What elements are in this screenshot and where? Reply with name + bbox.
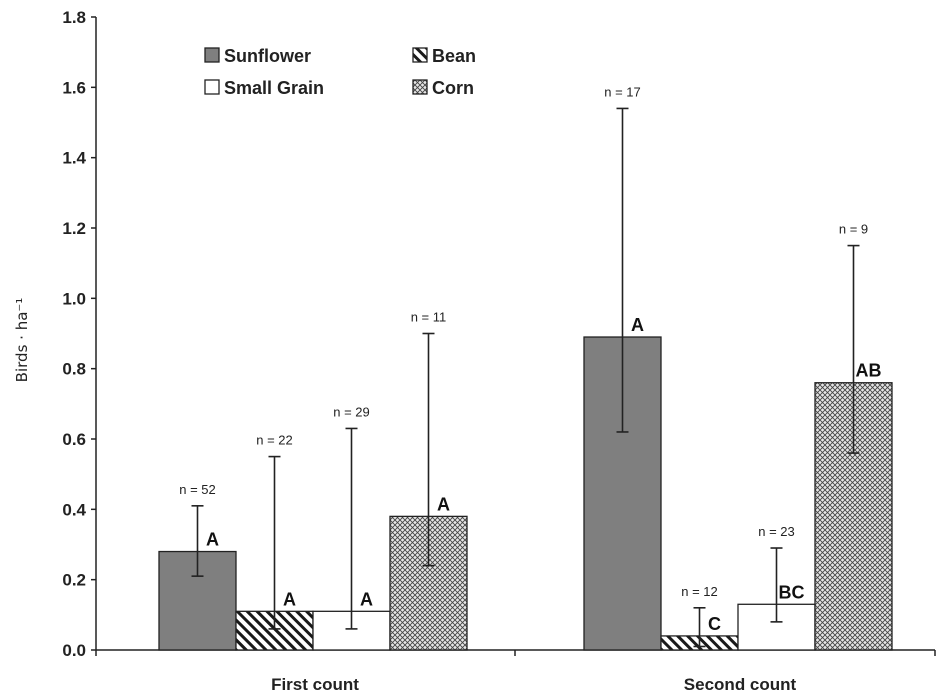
significance-label-0-0: A: [206, 530, 219, 550]
sample-size-label-0-1: n = 17: [604, 84, 641, 99]
legend-swatch-bean: [412, 47, 428, 63]
labels-layer: n = 52 An = 17 An = 22 A n = 12 Cn = 29 An = 2…: [179, 84, 881, 634]
sample-size-label-3-1: n = 9: [839, 222, 868, 237]
legend-swatch-sunflower: [204, 47, 220, 63]
sample-size-label-3-0: n = 11: [411, 310, 447, 325]
sample-size-label-1-1: n = 12: [681, 584, 718, 599]
y-tick-label-6: 1.2: [62, 219, 86, 238]
y-tick-label-9: 1.8: [62, 8, 86, 27]
legend-label-small-grain: Small Grain: [224, 78, 324, 98]
sample-size-label-2-1: n = 23: [758, 524, 795, 539]
legend-label-sunflower: Sunflower: [224, 46, 311, 66]
y-tick-label-5: 1.0: [62, 289, 86, 308]
y-tick-label-8: 1.6: [62, 78, 86, 97]
y-tick-label-1: 0.2: [62, 571, 86, 590]
y-tick-label-0: 0.0: [62, 641, 86, 660]
y-tick-label-4: 0.8: [62, 360, 86, 379]
sample-size-label-2-0: n = 29: [333, 404, 370, 419]
y-tick-label-2: 0.4: [62, 500, 86, 519]
bars-layer: [158, 336, 893, 651]
legend-swatch-small-grain: [204, 79, 220, 95]
significance-label-3-1: AB: [856, 361, 882, 381]
y-tick-label-7: 1.4: [62, 149, 86, 168]
significance-label-3-0: A: [437, 494, 450, 514]
legend-label-bean: Bean: [432, 46, 476, 66]
significance-label-2-0: A: [360, 589, 373, 609]
x-category-label-0: First count: [271, 675, 359, 694]
sample-size-label-0-0: n = 52: [179, 482, 216, 497]
y-axis-title: Birds · ha⁻¹: [13, 298, 31, 383]
error-bars-layer: [191, 107, 860, 648]
legend-label-corn: Corn: [432, 78, 474, 98]
legend-swatch-corn: [412, 79, 428, 95]
significance-label-1-0: A: [283, 589, 296, 609]
y-tick-label-3: 0.6: [62, 430, 86, 449]
significance-label-0-1: A: [631, 315, 644, 335]
legend: Sunflower Bean Small Grain Corn: [204, 46, 476, 98]
sample-size-label-1-0: n = 22: [256, 433, 293, 448]
significance-label-2-1: BC: [779, 582, 805, 602]
x-category-label-1: Second count: [684, 675, 797, 694]
significance-label-1-1: C: [708, 614, 721, 634]
